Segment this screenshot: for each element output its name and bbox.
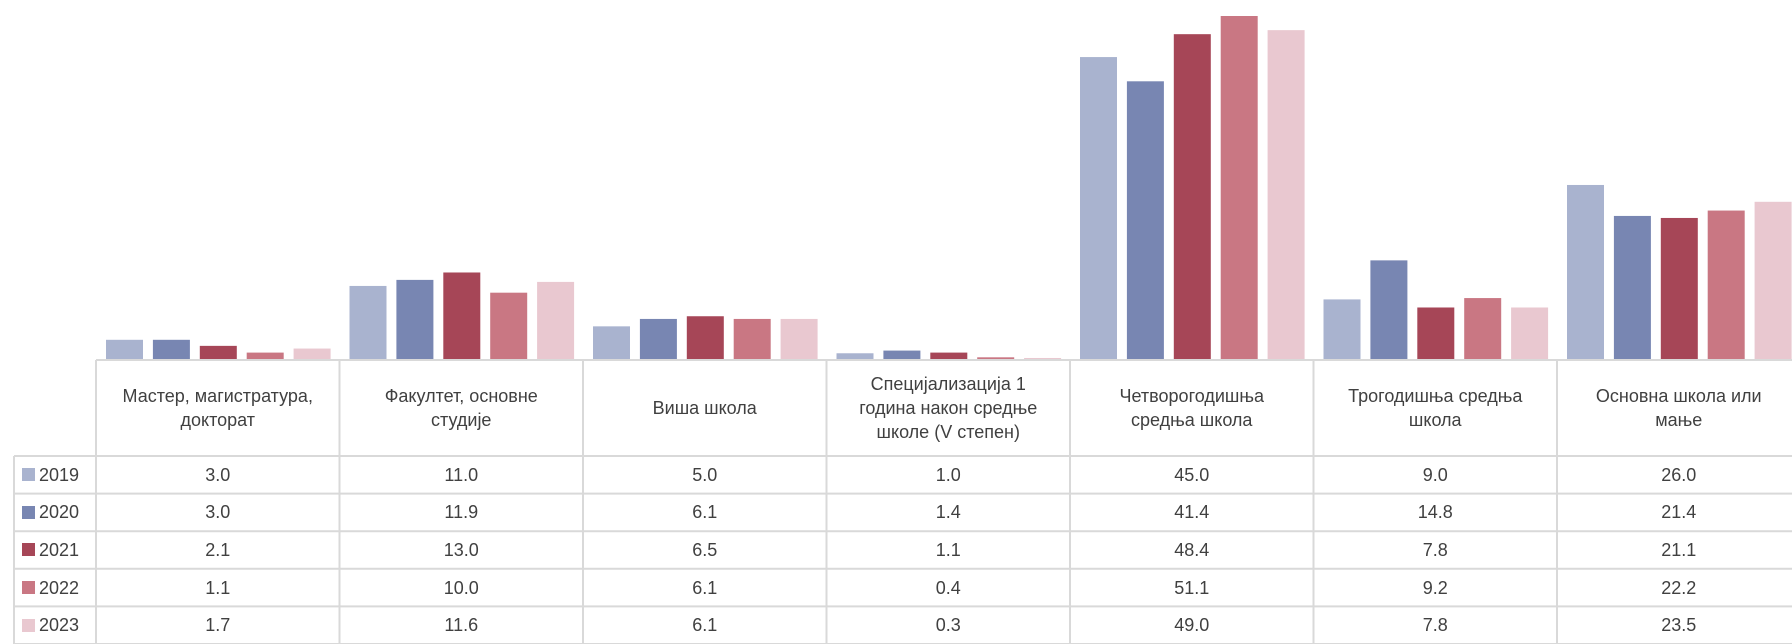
category-label: Четворогодишња средња школа <box>1119 386 1264 430</box>
bar <box>1660 217 1698 360</box>
bar <box>780 318 818 360</box>
bar <box>490 292 528 360</box>
category-label: Факултет, основне студије <box>384 386 538 430</box>
table-value: 26.0 <box>1661 464 1697 485</box>
legend-label: 2019 <box>39 464 80 485</box>
legend-swatch <box>22 543 35 557</box>
bar <box>1511 307 1549 360</box>
bar <box>1370 260 1408 360</box>
table-value: 7.8 <box>1422 539 1448 560</box>
table-value: 1.0 <box>935 464 961 485</box>
table-value: 0.3 <box>935 615 961 636</box>
table-value: 1.4 <box>935 502 961 523</box>
bar <box>293 348 331 360</box>
legend-label: 2023 <box>39 615 80 636</box>
bar <box>1707 210 1745 360</box>
table-value: 48.4 <box>1174 539 1210 560</box>
table-value: 1.7 <box>205 615 231 636</box>
table-value: 5.0 <box>692 464 718 485</box>
bar <box>396 279 434 360</box>
bar <box>1267 30 1305 360</box>
legend-entry: 2021 <box>14 531 96 569</box>
legend-entry: 2019 <box>14 456 96 494</box>
bar <box>1024 357 1062 360</box>
legend-label: 2020 <box>39 502 80 523</box>
bar <box>1567 184 1604 360</box>
table-value: 6.1 <box>692 502 718 523</box>
table-value: 49.0 <box>1174 615 1210 636</box>
table-value: 1.1 <box>935 539 961 560</box>
table-value: 9.2 <box>1422 577 1448 598</box>
table-value: 6.1 <box>692 577 718 598</box>
table-value: 51.1 <box>1174 577 1210 598</box>
table-value: 3.0 <box>205 502 231 523</box>
bar <box>1173 34 1211 361</box>
table-value: 11.0 <box>444 464 479 485</box>
bar <box>639 318 677 360</box>
table-value: 2.1 <box>205 539 231 560</box>
legend-swatch <box>22 581 35 595</box>
table-value: 23.5 <box>1661 615 1697 636</box>
legend-label: 2021 <box>39 539 80 560</box>
table-value: 6.5 <box>692 539 718 560</box>
table-value: 9.0 <box>1422 464 1448 485</box>
bar <box>593 326 630 360</box>
category-label: Трогодишња средња школа <box>1348 386 1523 430</box>
bar <box>1323 299 1361 360</box>
table-value: 11.6 <box>444 615 479 636</box>
bar <box>977 357 1015 360</box>
bar <box>443 272 481 360</box>
bar <box>836 353 874 360</box>
legend-swatch <box>22 505 35 519</box>
bar <box>1613 215 1651 360</box>
bar <box>106 339 143 360</box>
category-label: Специјализација 1 година након средње шк… <box>859 374 1038 442</box>
bar <box>1080 57 1117 361</box>
bar <box>349 285 387 360</box>
table-value: 6.1 <box>692 615 718 636</box>
bar <box>1417 307 1455 360</box>
category-label: Мастер, магистратура, докторат <box>122 386 313 430</box>
legend-swatch <box>22 618 35 632</box>
bar <box>930 352 968 360</box>
table-value: 0.4 <box>935 577 961 598</box>
bar <box>1464 298 1502 360</box>
category-label: Основна школа или мање <box>1595 386 1762 430</box>
table-value: 21.4 <box>1661 502 1697 523</box>
bar <box>883 350 921 360</box>
table-value: 7.8 <box>1422 615 1448 636</box>
bar <box>1220 16 1258 360</box>
table-value: 45.0 <box>1174 464 1210 485</box>
bar <box>733 318 771 360</box>
bar <box>686 316 724 360</box>
bar <box>1754 201 1792 360</box>
table-value: 11.9 <box>444 502 479 523</box>
bar <box>246 352 284 360</box>
category-label: Виша школа <box>652 398 757 418</box>
table-value: 10.0 <box>443 577 479 598</box>
bar <box>537 281 575 360</box>
legend-entry: 2022 <box>14 569 96 607</box>
table-value: 1.1 <box>205 577 231 598</box>
table-value: 3.0 <box>205 464 231 485</box>
legend-label: 2022 <box>39 577 80 598</box>
table-value: 14.8 <box>1417 502 1453 523</box>
table-value: 41.4 <box>1174 502 1210 523</box>
table-value: 13.0 <box>443 539 479 560</box>
legend-swatch <box>22 468 35 482</box>
table-value: 21.1 <box>1661 539 1697 560</box>
legend-entry: 2020 <box>14 494 96 532</box>
bar <box>1126 81 1164 361</box>
legend-entry: 2023 <box>14 606 96 644</box>
bar <box>199 345 237 360</box>
bar <box>152 339 190 360</box>
table-value: 22.2 <box>1661 577 1697 598</box>
